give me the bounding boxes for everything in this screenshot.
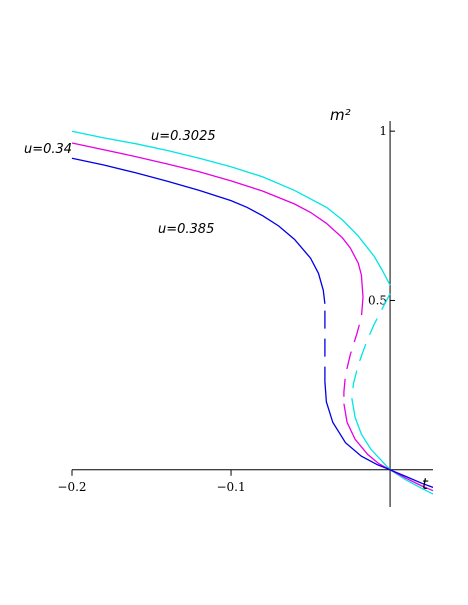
y-tick-label: 0.5 [368, 293, 387, 307]
series-annotation: u=0.3025 [151, 129, 216, 144]
series-line-upper [71, 130, 391, 286]
series-annotation: u=0.385 [158, 222, 214, 237]
series-line-upper [71, 157, 326, 304]
series-line-lower [351, 398, 434, 495]
series-line-dashed [343, 297, 364, 404]
series-3 [71, 157, 434, 489]
x-tick-label: −0.2 [57, 480, 86, 494]
ticks: −0.2 −0.1 0.5 1 [57, 124, 396, 494]
series-line-dashed [351, 293, 391, 399]
series-layer [71, 130, 434, 495]
series-2 [71, 142, 434, 492]
axes [72, 121, 433, 507]
series-line-lower [343, 403, 434, 492]
x-tick-label: −0.1 [216, 480, 245, 494]
series-line-upper [71, 142, 364, 298]
series-line-lower [324, 381, 434, 489]
x-axis-label: t [422, 475, 429, 493]
annotation-layer: u=0.3025 u=0.34 u=0.385 [24, 129, 216, 237]
series-1 [71, 130, 434, 495]
y-tick-label: 1 [379, 124, 387, 138]
series-annotation: u=0.34 [24, 142, 72, 157]
y-axis-label: m² [330, 106, 351, 124]
